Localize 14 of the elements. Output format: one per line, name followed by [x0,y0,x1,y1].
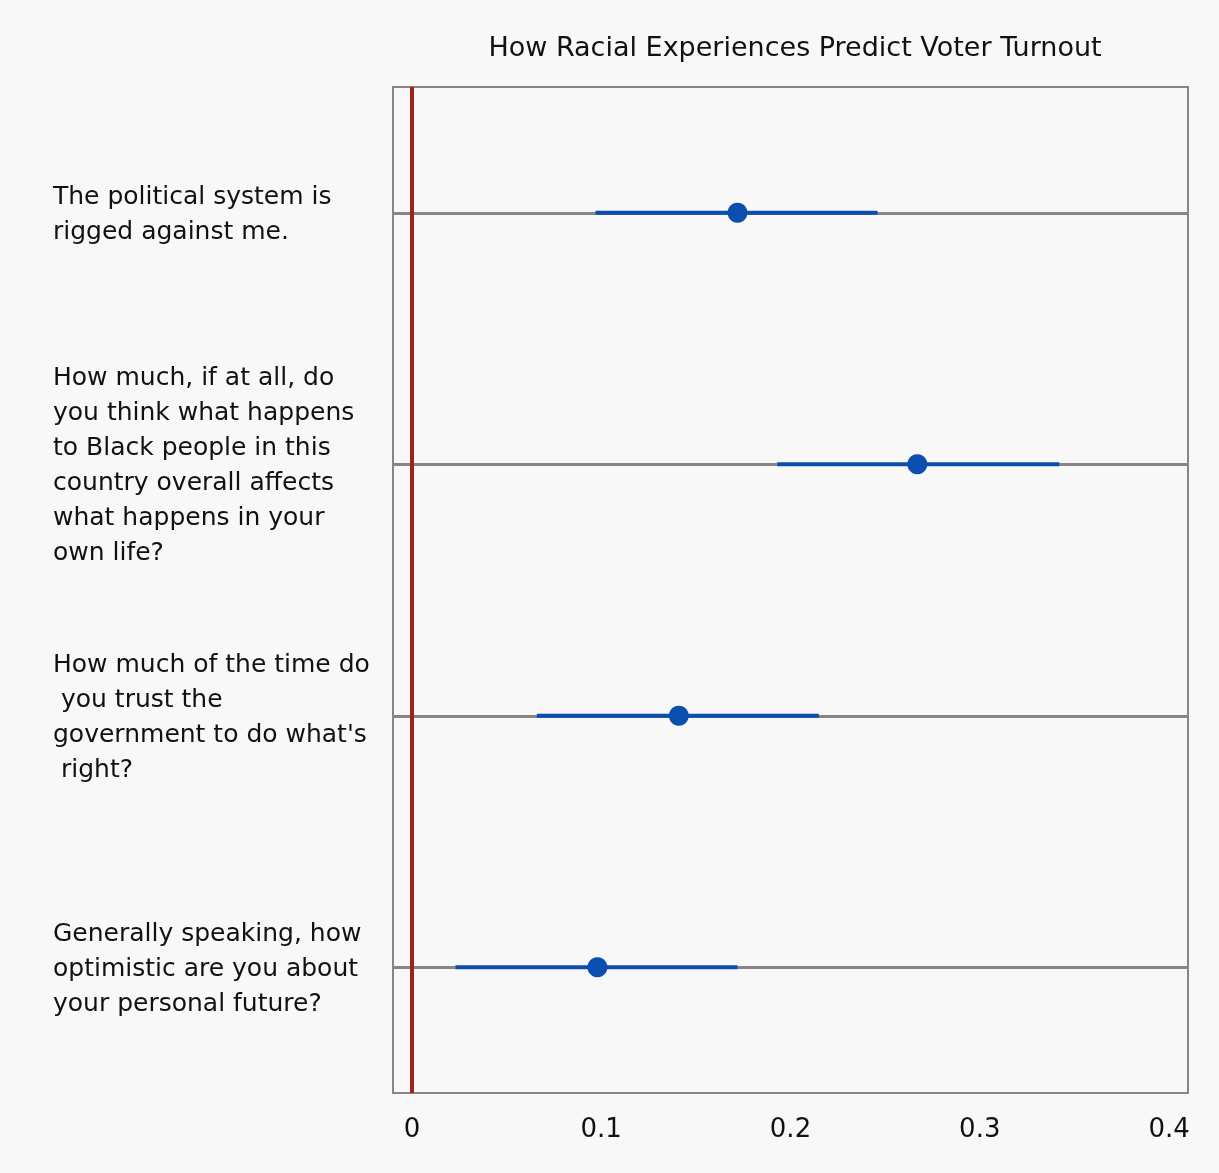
y-tick-label: Generally speaking, how optimistic are you about your personal future? [53,917,370,1017]
y-tick-label: How much of the time do you trust the government to do what's right? [53,648,370,783]
y-tick-label: How much, if at all, do you think what happens to Black people in this country overall affects what happens in your own life? [53,362,363,567]
point [727,202,748,223]
x-tick-label: 0.4 [1148,1113,1190,1143]
x-tick-label: 0.2 [769,1113,812,1143]
point [668,705,689,726]
point [907,454,928,475]
x-tick-label: 0.1 [580,1113,622,1143]
chart-title: How Racial Experiences Predict Voter Turnout [488,31,1102,62]
x-tick-label: 0 [403,1113,421,1143]
x-tick-label: 0.3 [959,1113,1001,1143]
point [587,957,608,978]
y-tick-label: The political system is rigged against me. [52,180,340,245]
